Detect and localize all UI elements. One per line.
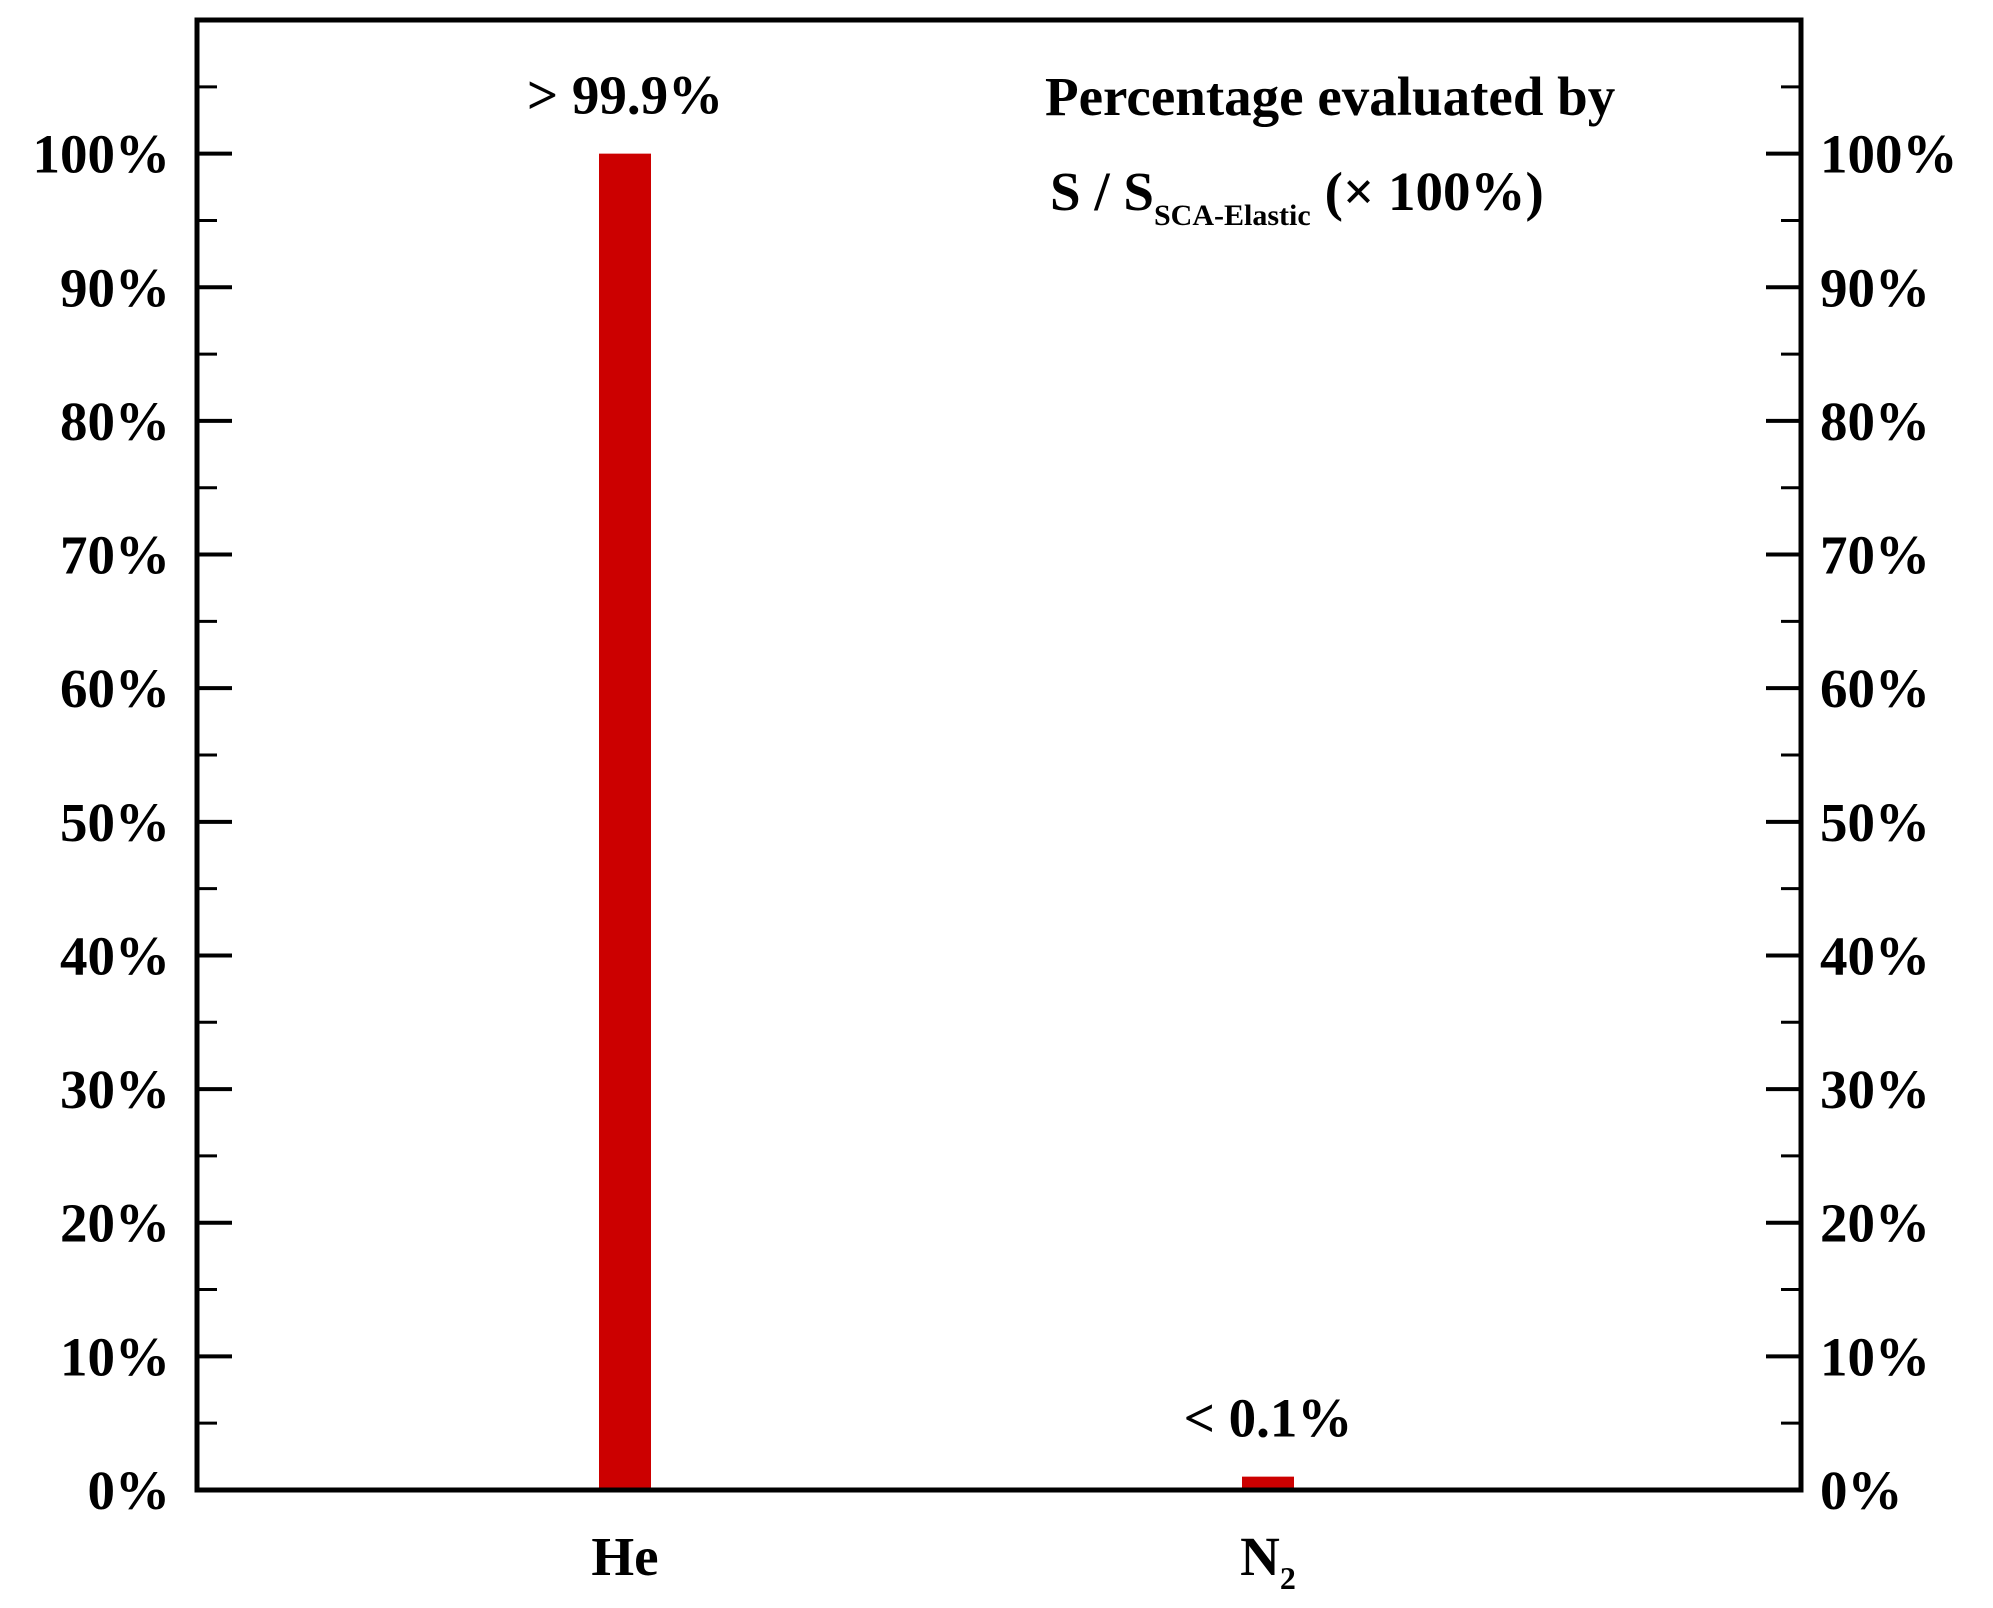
y-tick-label: 70%	[60, 525, 170, 586]
y-tick-label-right: 80%	[1820, 391, 1930, 452]
labels-layer: 0% 0% 10% 10% 20% 20% 30% 30% 40% 40% 50% 50% 60% 60%…	[33, 65, 1958, 1596]
y-tick-label: 30%	[60, 1059, 170, 1120]
y-tick-label: 90%	[60, 257, 170, 318]
y-tick-label-right: 50%	[1820, 792, 1930, 853]
y-tick-label-right: 70%	[1820, 525, 1930, 586]
x-tick-label: N2	[1240, 1526, 1296, 1596]
x-tick-label-main: N	[1240, 1526, 1280, 1587]
y-tick-label: 10%	[60, 1326, 170, 1387]
y-tick-label-right: 40%	[1820, 925, 1930, 986]
y-tick-label: 40%	[60, 925, 170, 986]
y-tick-label-right: 100%	[1820, 124, 1958, 185]
annotation-main: S / S	[1050, 161, 1154, 222]
annotation-line2: S / SSCA-Elastic (× 100%)	[1050, 161, 1544, 232]
annotation-line1: Percentage evaluated by	[1045, 66, 1615, 127]
ticks-layer	[197, 85, 1801, 1492]
y-tick-label-right: 0%	[1820, 1460, 1903, 1521]
plot-frame	[194, 17, 1804, 1493]
annotation: Percentage evaluated by S / SSCA-Elastic…	[1045, 66, 1615, 232]
y-tick-label-right: 90%	[1820, 257, 1930, 318]
y-tick-label: 60%	[60, 658, 170, 719]
x-tick-label: He	[591, 1526, 658, 1587]
annotation-tail: (× 100%)	[1325, 161, 1544, 222]
bar-n2	[1242, 1476, 1294, 1490]
y-tick-label-right: 60%	[1820, 658, 1930, 719]
y-tick-label-right: 10%	[1820, 1326, 1930, 1387]
y-tick-label: 20%	[60, 1193, 170, 1254]
bar-value-label: > 99.9%	[527, 65, 723, 126]
y-tick-label: 0%	[88, 1460, 171, 1521]
x-tick-label-subscript: 2	[1280, 1560, 1296, 1596]
y-tick-label: 100%	[33, 124, 171, 185]
bars-layer	[599, 153, 1294, 1491]
bar-he	[599, 153, 651, 1491]
y-tick-label-right: 30%	[1820, 1059, 1930, 1120]
y-tick-label-right: 20%	[1820, 1193, 1930, 1254]
bar-value-label: < 0.1%	[1184, 1388, 1353, 1449]
y-tick-label: 80%	[60, 391, 170, 452]
annotation-subscript: SCA-Elastic	[1154, 199, 1311, 232]
x-tick-label-main: He	[591, 1526, 658, 1587]
y-tick-label: 50%	[60, 792, 170, 853]
